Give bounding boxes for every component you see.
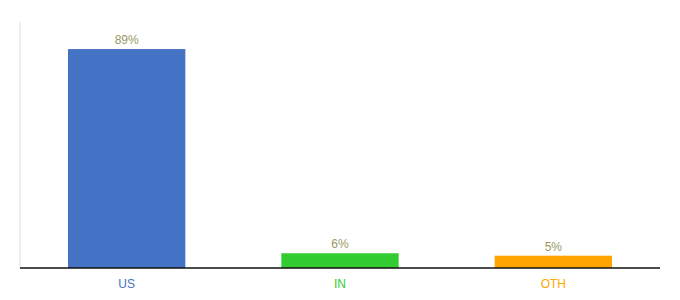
bar: [495, 256, 612, 268]
chart-container: 89% 6% 5% US IN OTH: [0, 0, 680, 300]
bar: [68, 49, 185, 268]
x-tick-label: OTH: [541, 277, 566, 291]
y-axis-line: [20, 22, 21, 268]
data-label: 5%: [545, 240, 563, 254]
data-label: 89%: [115, 33, 139, 47]
bar: [281, 253, 398, 268]
data-label: 6%: [331, 237, 349, 251]
x-tick-label: US: [118, 277, 135, 291]
x-axis-line: [20, 267, 660, 269]
x-tick-label: IN: [334, 277, 346, 291]
bars: [68, 49, 612, 268]
chart: 89% 6% 5% US IN OTH: [0, 0, 680, 300]
